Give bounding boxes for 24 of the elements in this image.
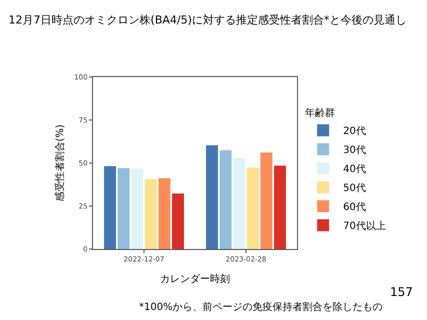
bar bbox=[158, 178, 170, 249]
bar bbox=[144, 179, 157, 249]
bar bbox=[118, 168, 130, 249]
bar bbox=[104, 166, 116, 249]
legend-label: 40代 bbox=[343, 164, 366, 176]
bar bbox=[233, 158, 246, 249]
legend-label: 70代以上 bbox=[343, 220, 386, 232]
text: 157 bbox=[390, 285, 413, 299]
legend-title: 年齢群 bbox=[305, 106, 336, 119]
x-axis-title: カレンダー時刻 bbox=[160, 272, 230, 285]
bar bbox=[220, 150, 232, 249]
y-axis-title: 感受性者割合(%) bbox=[54, 124, 66, 202]
chart-title: 12月7日時点のオミクロン株(BA4/5)に対する推定感受性者割合*と今後の見通し bbox=[8, 14, 406, 27]
bar bbox=[246, 167, 259, 249]
bar bbox=[131, 168, 144, 249]
bar bbox=[260, 152, 272, 249]
bar bbox=[172, 193, 184, 249]
legend-label: 20代 bbox=[343, 126, 366, 138]
bar bbox=[206, 145, 218, 249]
legend-label: 30代 bbox=[343, 145, 366, 156]
bar bbox=[274, 166, 286, 249]
legend-label: 60代 bbox=[343, 202, 366, 214]
legend-label: 50代 bbox=[343, 183, 366, 194]
text: *100%から、前ページの免疫保持者割合を除したもの bbox=[139, 301, 383, 313]
